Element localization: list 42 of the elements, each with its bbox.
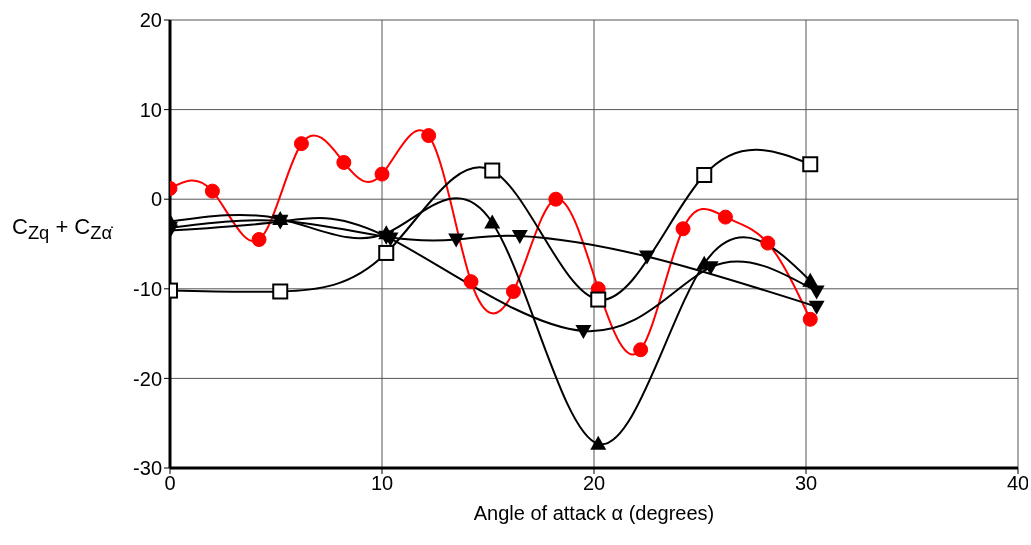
point (251, 232, 267, 248)
x-tick-label: 10 (370, 472, 394, 495)
point (204, 183, 220, 199)
y-tick-label: 0 (150, 188, 162, 211)
y-tick-label: -10 (133, 277, 162, 300)
x-tick-label: 30 (794, 472, 818, 495)
point (639, 250, 655, 265)
y-axis-title: C$_{Zq}$ + C$_{Zα̇}$ (12, 214, 113, 245)
y-tick-label: -30 (133, 457, 162, 480)
point (575, 324, 592, 339)
point (590, 435, 607, 450)
point (293, 136, 309, 152)
point (463, 274, 479, 290)
point (421, 128, 437, 144)
point (590, 291, 607, 308)
x-tick-label: 40 (1006, 472, 1030, 495)
y-tick-label: -20 (133, 367, 162, 390)
point (808, 300, 825, 315)
point (808, 285, 825, 300)
point (505, 283, 521, 299)
x-axis-title: Angle of attack α (degrees) (473, 502, 715, 524)
point (378, 230, 395, 245)
point (378, 244, 395, 261)
point (760, 235, 776, 251)
point (336, 154, 352, 170)
point (675, 221, 691, 237)
point (802, 156, 819, 173)
point (374, 166, 390, 182)
point (633, 342, 649, 358)
point (548, 191, 564, 207)
point (272, 283, 289, 300)
point (717, 209, 733, 225)
point (484, 162, 501, 179)
point (802, 311, 818, 327)
x-tick-label: 20 (582, 472, 606, 495)
x-tick-label: 0 (164, 472, 176, 495)
point (696, 167, 713, 184)
y-tick-label: 20 (139, 9, 162, 32)
y-tick-label: 10 (139, 98, 162, 121)
point (484, 214, 501, 229)
point (511, 229, 528, 244)
point (448, 233, 465, 248)
